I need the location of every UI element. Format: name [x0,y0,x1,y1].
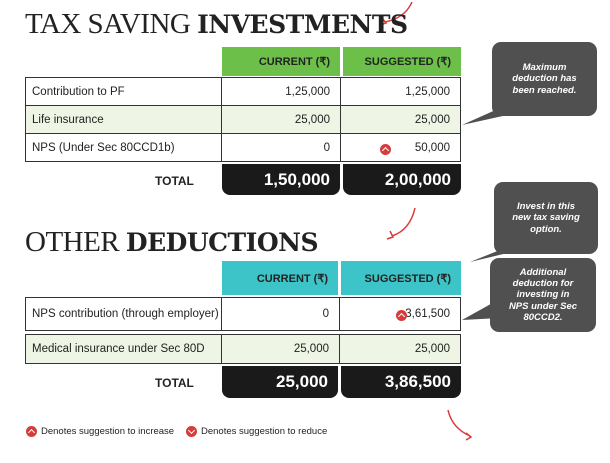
cell: 1,25,000 [221,77,341,106]
row-label: Life insurance [25,105,222,134]
legend-text: Denotes suggestion to reduce [201,426,328,437]
legend-text: Denotes suggestion to increase [41,426,175,437]
callout: Maximum deduction has been reached. [492,42,597,116]
header-cell: SUGGESTED (₹) [343,47,461,76]
header-cell: CURRENT (₹) [222,47,340,76]
callout: Additional deduction for investing in NP… [490,258,596,332]
total-label: TOTAL [155,174,194,188]
section-title: OTHER DEDUCTIONS [25,226,319,259]
cell: 25,000 [221,334,340,364]
cell: 50,000 [340,133,461,162]
increase-icon [396,310,408,321]
total-label: TOTAL [155,376,194,390]
legend-item: Denotes suggestion to reduce [186,426,327,437]
cell: 25,000 [339,334,461,364]
cell: 25,000 [340,105,461,134]
total-cell: 2,00,000 [343,164,461,195]
title-light: OTHER [25,226,120,258]
cell: 0 [221,133,341,162]
cell: 25,000 [221,105,341,134]
title-bold: DEDUCTIONS [125,228,319,257]
cell: 0 [221,297,340,331]
total-cell: 3,86,500 [341,366,461,398]
total-cell: 1,50,000 [222,164,340,195]
legend-item: Denotes suggestion to increase [26,426,174,437]
increase-icon [380,144,391,155]
header-cell: SUGGESTED (₹) [341,261,461,295]
cell: 1,25,000 [340,77,461,106]
row-label: NPS (Under Sec 80CCD1b) [25,133,222,162]
increase-icon [26,426,37,437]
total-cell: 25,000 [222,366,338,398]
cell: 3,61,500 [339,297,461,331]
row-label: Contribution to PF [25,77,222,106]
reduce-icon [186,426,197,437]
section-title: TAX SAVING INVESTMENTS [25,8,408,41]
title-light: TAX SAVING [25,8,191,40]
title-bold: INVESTMENTS [197,10,408,39]
row-label: Medical insurance under Sec 80D [25,334,222,364]
header-cell: CURRENT (₹) [222,261,338,295]
callout: Invest in this new tax saving option. [494,182,598,254]
row-label: NPS contribution (through employer) [25,297,222,331]
